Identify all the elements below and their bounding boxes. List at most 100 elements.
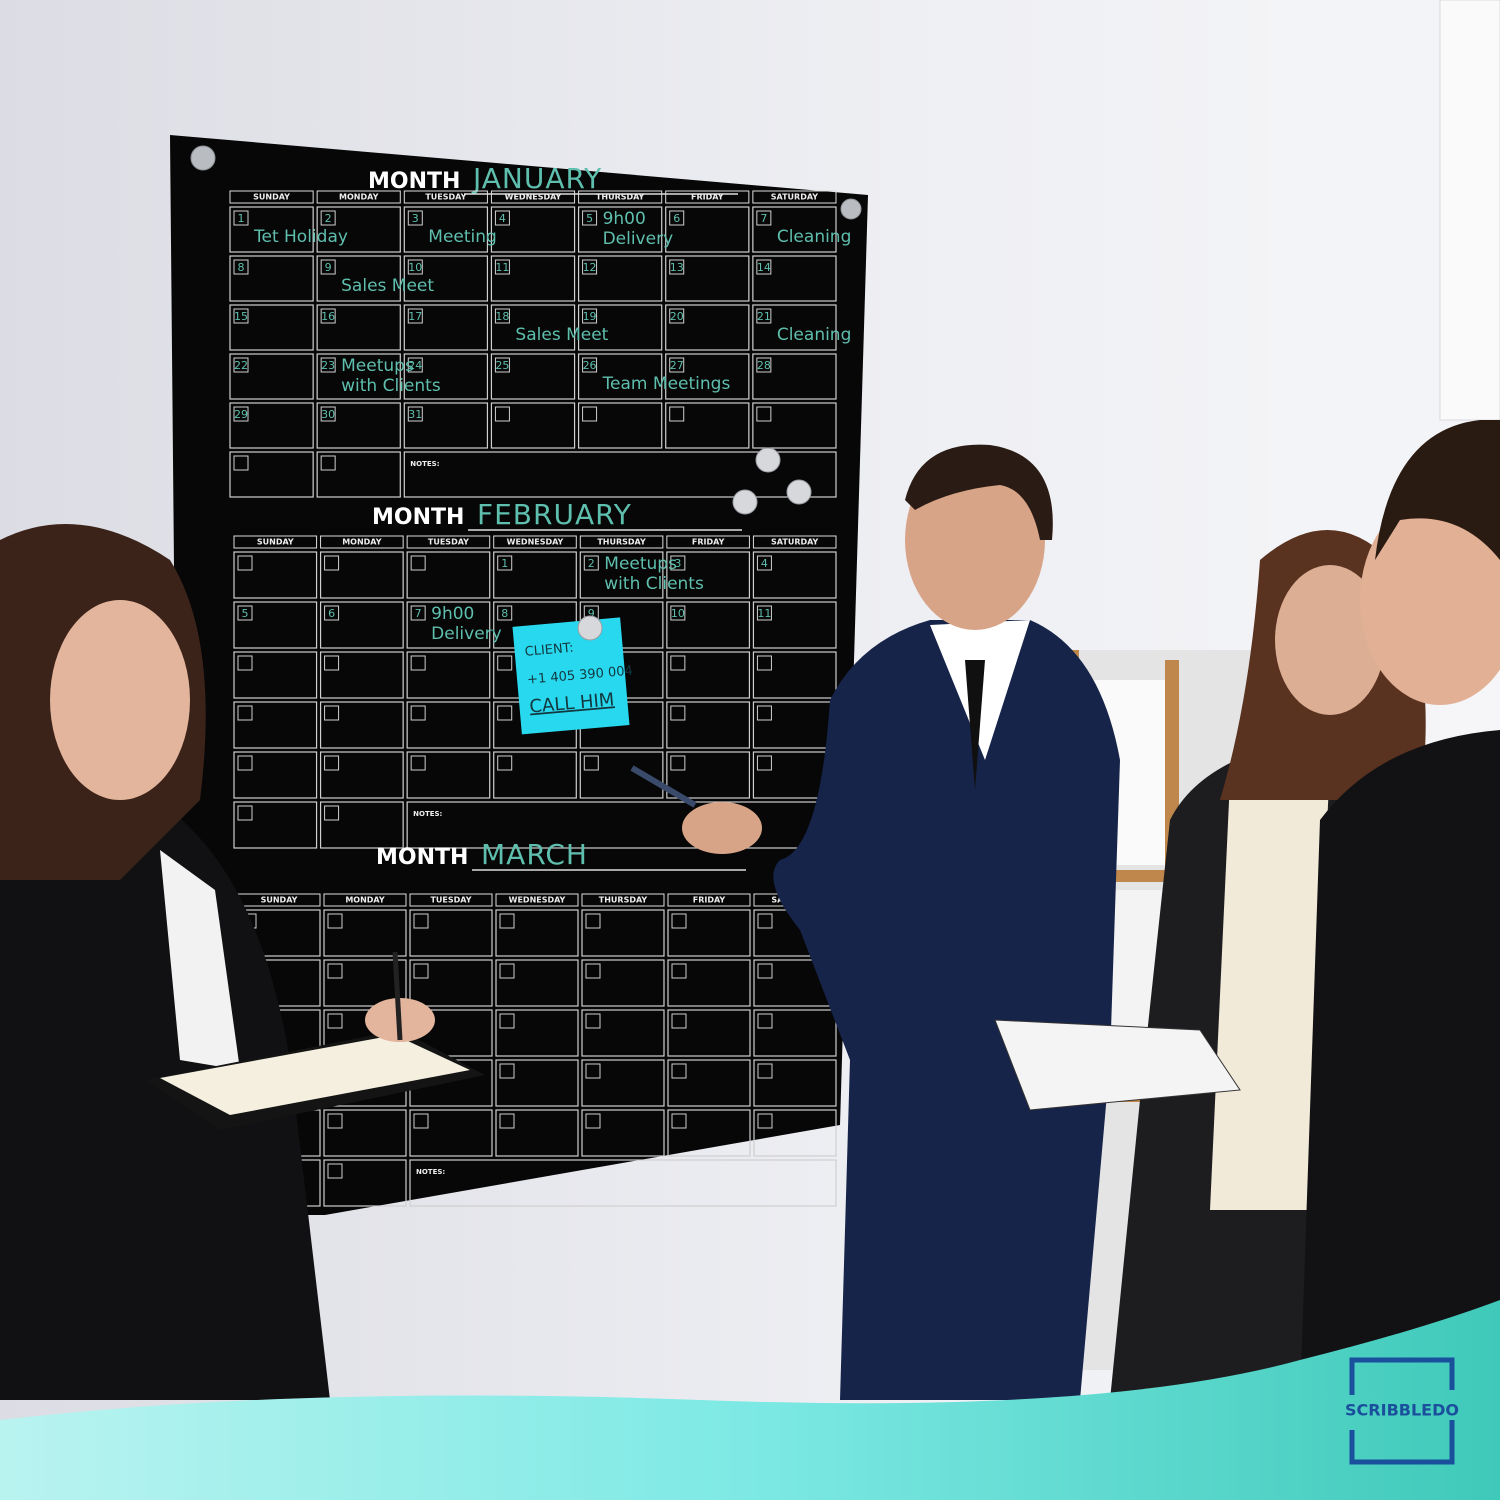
day-number: 13 (670, 261, 684, 274)
day-cell (752, 402, 837, 449)
month-name: MARCH (481, 838, 588, 871)
day-box (582, 210, 598, 226)
day-box (407, 406, 423, 422)
day-box (582, 406, 598, 422)
day-cell (665, 353, 750, 400)
person-suit (773, 620, 1120, 1400)
person-jacket (0, 805, 330, 1400)
day-cell (403, 304, 489, 351)
day-box (233, 210, 249, 226)
weekday-label: SATURDAY (771, 538, 819, 547)
day-number: 14 (757, 261, 771, 274)
day-number: 26 (583, 359, 597, 372)
overlay: CLIENT:+1 405 390 004CALL HIM (512, 447, 812, 735)
day-cell (666, 751, 751, 799)
day-box (585, 1113, 601, 1129)
day-number: 2 (588, 557, 595, 570)
day-cell (581, 959, 665, 1007)
day-cell (406, 601, 491, 649)
day-box (499, 963, 515, 979)
day-box (327, 913, 343, 929)
day-cell (581, 1109, 665, 1157)
day-box (324, 705, 340, 721)
month-name: FEBRUARY (477, 498, 632, 531)
day-box (324, 555, 340, 571)
day-number: 16 (321, 310, 335, 323)
day-cell (579, 551, 664, 599)
day-box (494, 259, 510, 275)
day-number: 2 (325, 212, 332, 225)
day-box (756, 605, 772, 621)
brand-wave (0, 1300, 1500, 1500)
day-cell (495, 959, 579, 1007)
hair (1375, 420, 1500, 560)
weekday-box (667, 893, 751, 907)
day-number: 19 (583, 310, 597, 323)
day-box (494, 406, 510, 422)
day-box (499, 1063, 515, 1079)
day-cell (229, 206, 314, 253)
window (1439, 0, 1500, 421)
standoff (190, 145, 216, 171)
day-box (499, 913, 515, 929)
day-box (671, 913, 687, 929)
magnet (786, 479, 812, 505)
notebook-page (160, 1035, 470, 1115)
day-box (756, 406, 772, 422)
calendar-entry: Cleaning (777, 325, 852, 345)
day-box (320, 357, 336, 373)
notes-box (403, 451, 837, 498)
day-cell (323, 959, 407, 1007)
weekday-label: SATURDAY (771, 193, 819, 202)
day-box (669, 357, 685, 373)
day-box (407, 259, 423, 275)
day-number: 7 (760, 212, 767, 225)
day-box (757, 1113, 773, 1129)
day-box (756, 357, 772, 373)
weekday-box (581, 893, 665, 907)
weekday-label: FRIDAY (691, 193, 724, 202)
weekday-box (229, 190, 314, 204)
day-cell (667, 1059, 751, 1107)
month-name: JANUARY (471, 162, 602, 195)
day-number: 28 (757, 359, 771, 372)
calendar-entry: 9h00 (603, 209, 646, 229)
day-cell (406, 701, 491, 749)
magnet (732, 489, 758, 515)
day-box (413, 963, 429, 979)
day-cell (752, 601, 837, 649)
face (50, 600, 190, 800)
day-cell (577, 304, 663, 351)
day-box (233, 357, 249, 373)
day-cell (323, 1159, 407, 1207)
day-cell (665, 206, 750, 253)
day-cell (403, 255, 489, 302)
day-number: 5 (586, 212, 593, 225)
day-box (582, 308, 598, 324)
day-cell (666, 601, 751, 649)
day-cell (403, 402, 489, 449)
day-box (410, 555, 426, 571)
day-cell (665, 255, 750, 302)
day-cell (752, 353, 837, 400)
day-box (410, 705, 426, 721)
person-suit (1300, 730, 1500, 1400)
day-number: 11 (495, 261, 509, 274)
weekday-label: WEDNESDAY (507, 538, 564, 547)
day-cell (667, 1009, 751, 1057)
day-number: 17 (408, 310, 422, 323)
day-box (671, 1013, 687, 1029)
day-box (671, 1063, 687, 1079)
day-number: 30 (321, 408, 335, 421)
day-cell (403, 353, 489, 400)
day-number: 31 (408, 408, 422, 421)
day-number: 9 (325, 261, 332, 274)
day-cell (229, 451, 314, 498)
day-box (497, 555, 513, 571)
day-box (494, 357, 510, 373)
magnet (577, 615, 603, 641)
weekday-label: TUESDAY (428, 538, 469, 547)
day-box (497, 705, 513, 721)
day-cell (233, 751, 318, 799)
day-box (413, 913, 429, 929)
